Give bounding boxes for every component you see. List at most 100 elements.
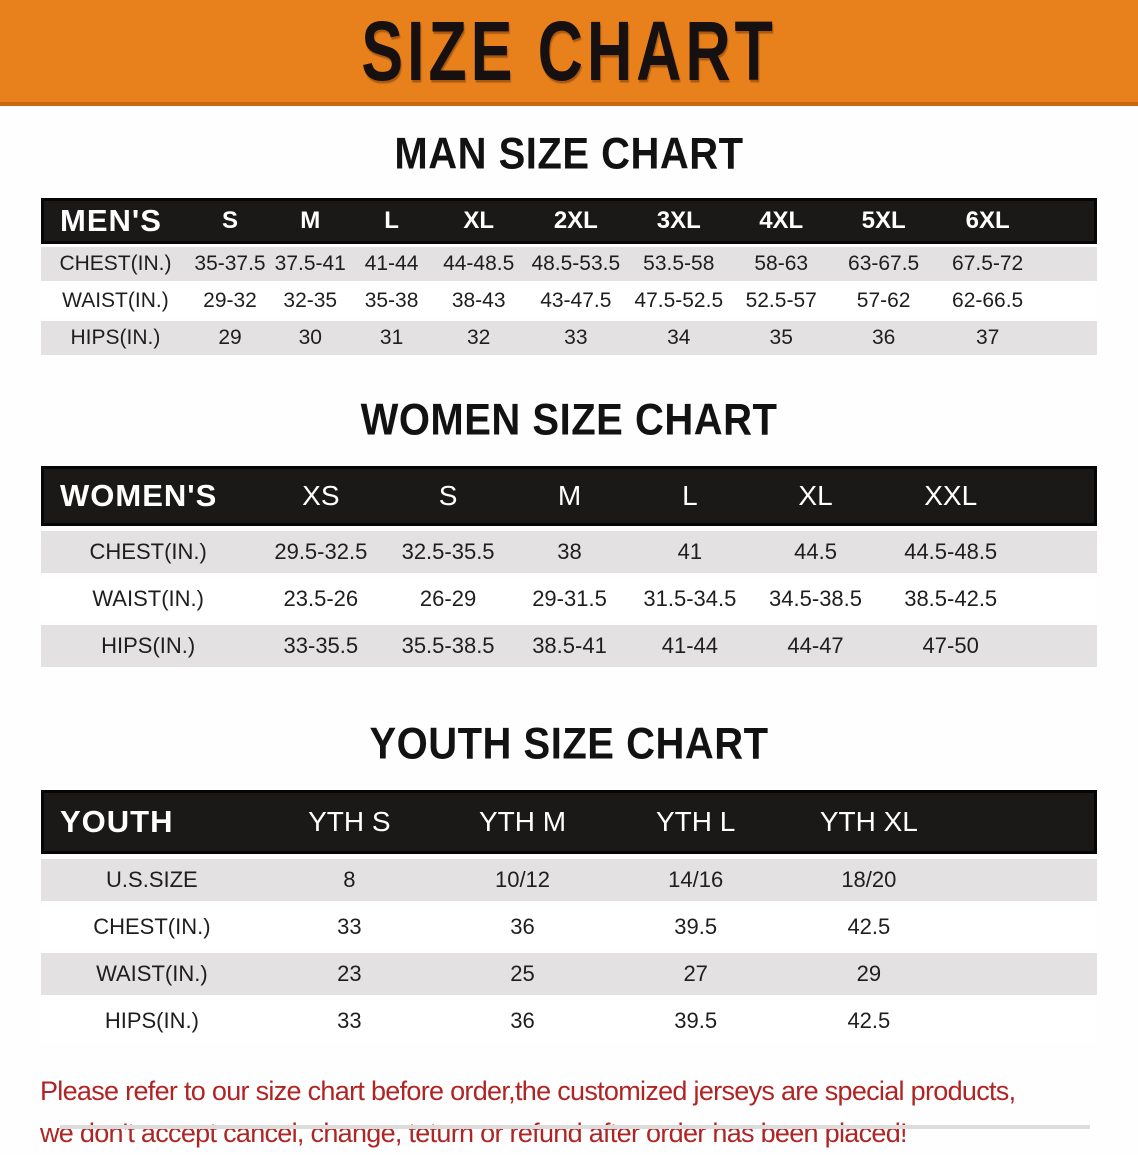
table-cell: 37.5-41 (270, 247, 351, 281)
header-cell: 3XL (627, 198, 731, 244)
disclaimer-line-2: we don't accept cancel, change, teturn o… (40, 1117, 908, 1148)
youth-size-table: YOUTH YTH S YTH M YTH L YTH XL U.S.SIZE 8 10/1… (41, 785, 1097, 1047)
bottom-edge-line (60, 1125, 1090, 1129)
table-row: CHEST(IN.) 29.5-32.5 32.5-35.5 38 41 44.5 44.5… (41, 531, 1097, 573)
table-cell: 35-38 (350, 284, 433, 318)
table-cell: 41-44 (629, 625, 751, 667)
table-cell: 30 (270, 321, 351, 355)
table-cell: 38.5-41 (509, 625, 630, 667)
table-cell (1020, 625, 1097, 667)
table-cell: 53.5-58 (627, 247, 731, 281)
header-cell: YTH S (262, 790, 436, 854)
table-row: WAIST(IN.) 29-32 32-35 35-38 38-43 43-47.5 47.… (41, 284, 1097, 318)
mens-table-head: MEN'S S M L XL 2XL 3XL 4XL 5XL 6XL (41, 198, 1097, 244)
banner-title: SIZE CHART (361, 3, 777, 99)
table-cell: 27 (609, 953, 783, 995)
mens-size-table: MEN'S S M L XL 2XL 3XL 4XL 5XL 6XL CHEST(IN.) 35-3… (41, 195, 1097, 358)
table-row: HIPS(IN.) 33 36 39.5 42.5 (41, 1000, 1097, 1042)
table-cell: 62-66.5 (935, 284, 1040, 318)
header-cell (1039, 198, 1097, 244)
header-cell (1020, 466, 1097, 526)
table-cell: WAIST(IN.) (41, 578, 256, 620)
table-cell: 33-35.5 (255, 625, 387, 667)
table-row: CHEST(IN.) 35-37.5 37.5-41 41-44 44-48.5 48.5… (41, 247, 1097, 281)
disclaimer-line-1: Please refer to our size chart before or… (40, 1076, 1016, 1106)
table-cell: 42.5 (782, 906, 956, 948)
table-cell: 35.5-38.5 (386, 625, 510, 667)
womens-size-table: WOMEN'S XS S M L XL XXL CHEST(IN.) 29.5-32.5 32.… (41, 461, 1097, 672)
table-cell: 44-48.5 (432, 247, 525, 281)
table-cell (1039, 247, 1097, 281)
table-row: WAIST(IN.) 23 25 27 29 (41, 953, 1097, 995)
youth-section-title: YOUTH SIZE CHART (369, 719, 769, 769)
table-cell: CHEST(IN.) (41, 531, 256, 573)
header-cell: M (509, 466, 630, 526)
table-cell: 52.5-57 (730, 284, 832, 318)
header-cell: M (270, 198, 351, 244)
table-cell: HIPS(IN.) (41, 1000, 263, 1042)
table-cell: 31.5-34.5 (629, 578, 751, 620)
table-cell: CHEST(IN.) (41, 247, 190, 281)
header-cell: WOMEN'S (41, 466, 256, 526)
youth-table-head: YOUTH YTH S YTH M YTH L YTH XL (41, 790, 1097, 854)
table-cell: 47-50 (880, 625, 1021, 667)
header-cell: 2XL (524, 198, 628, 244)
table-cell: 34.5-38.5 (750, 578, 881, 620)
header-cell: YTH M (435, 790, 610, 854)
womens-table-head: WOMEN'S XS S M L XL XXL (41, 466, 1097, 526)
table-header-row: YOUTH YTH S YTH M YTH L YTH XL (41, 790, 1097, 854)
header-cell: 4XL (730, 198, 832, 244)
header-cell: S (189, 198, 271, 244)
table-cell: 39.5 (609, 906, 783, 948)
table-cell: 32-35 (270, 284, 351, 318)
table-cell: 44.5-48.5 (880, 531, 1021, 573)
table-cell: 41-44 (350, 247, 433, 281)
table-cell: WAIST(IN.) (41, 953, 263, 995)
header-cell: 6XL (935, 198, 1040, 244)
table-cell: HIPS(IN.) (41, 625, 256, 667)
disclaimer-note: Please refer to our size chart before or… (40, 1071, 1138, 1155)
table-cell: 35-37.5 (189, 247, 271, 281)
table-cell: 36 (435, 906, 610, 948)
table-cell: 34 (627, 321, 731, 355)
table-header-row: MEN'S S M L XL 2XL 3XL 4XL 5XL 6XL (41, 198, 1097, 244)
table-cell: 43-47.5 (524, 284, 628, 318)
table-cell: 32 (432, 321, 525, 355)
table-cell: 67.5-72 (935, 247, 1040, 281)
table-row: CHEST(IN.) 33 36 39.5 42.5 (41, 906, 1097, 948)
table-cell: 33 (524, 321, 628, 355)
table-cell: 39.5 (609, 1000, 783, 1042)
table-cell (955, 953, 1097, 995)
table-cell: 14/16 (609, 859, 783, 901)
table-cell (1039, 284, 1097, 318)
table-row: HIPS(IN.) 29 30 31 32 33 34 35 36 37 (41, 321, 1097, 355)
table-cell: 35 (730, 321, 832, 355)
table-cell: 25 (435, 953, 610, 995)
table-cell: 36 (435, 1000, 610, 1042)
table-cell: 57-62 (831, 284, 936, 318)
table-cell (1020, 531, 1097, 573)
table-row: U.S.SIZE 8 10/12 14/16 18/20 (41, 859, 1097, 901)
table-cell (1039, 321, 1097, 355)
table-cell: 29-31.5 (509, 578, 630, 620)
table-cell: U.S.SIZE (41, 859, 263, 901)
table-row: WAIST(IN.) 23.5-26 26-29 29-31.5 31.5-34.5 34… (41, 578, 1097, 620)
table-cell: CHEST(IN.) (41, 906, 263, 948)
header-cell: YTH L (609, 790, 783, 854)
table-cell: 38 (509, 531, 630, 573)
table-cell: 29-32 (189, 284, 271, 318)
table-cell: 58-63 (730, 247, 832, 281)
header-cell: XS (255, 466, 387, 526)
table-cell: 32.5-35.5 (386, 531, 510, 573)
header-cell: 5XL (831, 198, 936, 244)
table-cell: 44-47 (750, 625, 881, 667)
header-cell: YTH XL (782, 790, 956, 854)
table-cell: 63-67.5 (831, 247, 936, 281)
table-cell: 26-29 (386, 578, 510, 620)
table-cell: 33 (262, 1000, 436, 1042)
table-cell (955, 1000, 1097, 1042)
table-cell: 36 (831, 321, 936, 355)
table-cell: 18/20 (782, 859, 956, 901)
table-cell: 23.5-26 (255, 578, 387, 620)
table-cell: 29.5-32.5 (255, 531, 387, 573)
